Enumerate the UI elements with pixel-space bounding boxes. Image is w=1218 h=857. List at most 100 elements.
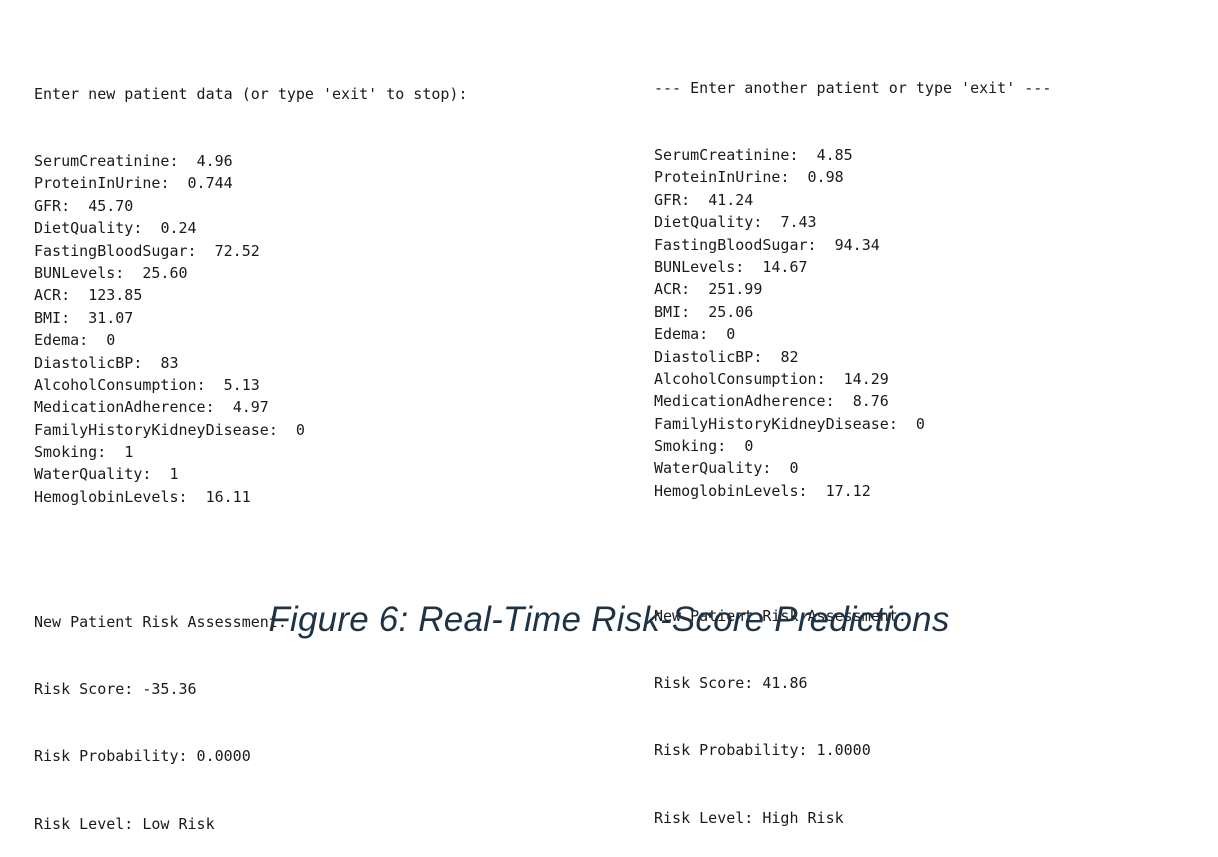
field-line: BMI: 25.06 <box>654 301 1051 323</box>
field-separator: : <box>61 286 89 305</box>
field-key: FastingBloodSugar <box>34 241 188 260</box>
field-line: Smoking: 1 <box>34 441 467 463</box>
field-value: 0.98 <box>807 168 844 187</box>
field-key: ProteinInUrine <box>34 174 161 193</box>
field-value: 1 <box>169 465 179 484</box>
field-value: 41.24 <box>708 190 754 209</box>
field-line: MedicationAdherence: 8.76 <box>654 390 1051 412</box>
console-output-left: Enter new patient data (or type 'exit' t… <box>34 38 467 857</box>
field-value: 16.11 <box>205 487 251 506</box>
field-line: GFR: 45.70 <box>34 195 467 217</box>
field-key: Smoking <box>654 437 718 456</box>
field-line: WaterQuality: 1 <box>34 463 467 485</box>
risk-level: Risk Level: High Risk <box>654 808 844 827</box>
field-value: 45.70 <box>88 196 134 215</box>
field-separator: : <box>789 146 817 165</box>
risk-level: Risk Level: Low Risk <box>34 814 215 833</box>
field-separator: : <box>888 414 916 433</box>
field-value: 72.52 <box>214 241 260 260</box>
field-list: SerumCreatinine: 4.96 ProteinInUrine: 0.7… <box>34 150 467 508</box>
field-value: 94.34 <box>834 235 880 254</box>
field-line: ProteinInUrine: 0.744 <box>34 172 467 194</box>
field-value: 83 <box>160 353 179 372</box>
field-value: 1 <box>124 443 134 462</box>
risk-probability: Risk Probability: 0.0000 <box>34 747 251 766</box>
field-line: ProteinInUrine: 0.98 <box>654 166 1051 188</box>
field-value: 5.13 <box>223 375 260 394</box>
field-key: FastingBloodSugar <box>654 235 808 254</box>
field-key: GFR <box>34 196 62 215</box>
field-separator: : <box>753 347 781 366</box>
field-value: 14.67 <box>762 257 808 276</box>
field-line: AlcoholConsumption: 14.29 <box>654 368 1051 390</box>
field-line: DiastolicBP: 83 <box>34 352 467 374</box>
risk-probability: Risk Probability: 1.0000 <box>654 741 871 760</box>
field-line: FamilyHistoryKidneyDisease: 0 <box>654 413 1051 435</box>
field-separator: : <box>681 190 709 209</box>
risk-score: Risk Score: -35.36 <box>34 680 197 699</box>
field-value: 82 <box>780 347 799 366</box>
field-line: MedicationAdherence: 4.97 <box>34 396 467 418</box>
field-key: MedicationAdherence <box>34 398 206 417</box>
field-separator: : <box>196 375 224 394</box>
field-separator: : <box>79 331 107 350</box>
field-value: 25.60 <box>142 263 188 282</box>
figure-caption: Figure 6: Real-Time Risk-Score Predictio… <box>268 600 950 639</box>
field-separator: : <box>717 437 745 456</box>
field-line: HemoglobinLevels: 16.11 <box>34 486 467 508</box>
field-key: Smoking <box>34 443 98 462</box>
field-line: BUNLevels: 14.67 <box>654 256 1051 278</box>
field-line: FastingBloodSugar: 72.52 <box>34 240 467 262</box>
field-separator: : <box>97 443 125 462</box>
field-value: 0 <box>744 437 754 456</box>
field-separator: : <box>681 280 709 299</box>
field-key: BUNLevels <box>654 257 736 276</box>
field-separator: : <box>61 196 89 215</box>
field-list: SerumCreatinine: 4.85 ProteinInUrine: 0.9… <box>654 144 1051 502</box>
field-line: GFR: 41.24 <box>654 189 1051 211</box>
field-separator: : <box>798 481 826 500</box>
field-line: Smoking: 0 <box>654 435 1051 457</box>
field-key: DiastolicBP <box>654 347 754 366</box>
field-value: 0.744 <box>187 174 233 193</box>
field-value: 251.99 <box>708 280 763 299</box>
field-value: 4.97 <box>232 398 269 417</box>
field-value: 17.12 <box>825 481 871 500</box>
field-line: ACR: 251.99 <box>654 278 1051 300</box>
field-value: 14.29 <box>843 369 889 388</box>
field-line: FamilyHistoryKidneyDisease: 0 <box>34 419 467 441</box>
field-separator: : <box>133 353 161 372</box>
field-line: DietQuality: 0.24 <box>34 217 467 239</box>
field-separator: : <box>169 152 197 171</box>
field-separator: : <box>205 398 233 417</box>
field-key: WaterQuality <box>654 459 763 478</box>
field-key: DietQuality <box>654 213 754 232</box>
field-line: Edema: 0 <box>654 323 1051 345</box>
field-key: GFR <box>654 190 682 209</box>
field-value: 7.43 <box>780 213 817 232</box>
field-value: 31.07 <box>88 308 134 327</box>
field-value: 0 <box>726 325 736 344</box>
field-line: BMI: 31.07 <box>34 307 467 329</box>
field-key: WaterQuality <box>34 465 143 484</box>
prompt-header: --- Enter another patient or type 'exit'… <box>654 78 1052 97</box>
field-key: BUNLevels <box>34 263 116 282</box>
field-separator: : <box>753 213 781 232</box>
field-value: 4.96 <box>196 152 233 171</box>
field-separator: : <box>268 420 296 439</box>
spacer <box>654 547 1051 560</box>
field-key: DietQuality <box>34 219 134 238</box>
field-line: DiastolicBP: 82 <box>654 346 1051 368</box>
field-key: BMI <box>654 302 682 321</box>
field-key: AlcoholConsumption <box>654 369 817 388</box>
field-line: SerumCreatinine: 4.96 <box>34 150 467 172</box>
field-line: SerumCreatinine: 4.85 <box>654 144 1051 166</box>
field-line: WaterQuality: 0 <box>654 457 1051 479</box>
field-key: BMI <box>34 308 62 327</box>
field-separator: : <box>187 241 215 260</box>
field-line: DietQuality: 7.43 <box>654 211 1051 233</box>
prompt-header: Enter new patient data (or type 'exit' t… <box>34 84 468 103</box>
field-key: SerumCreatinine <box>654 146 790 165</box>
field-value: 4.85 <box>816 146 853 165</box>
field-separator: : <box>681 302 709 321</box>
